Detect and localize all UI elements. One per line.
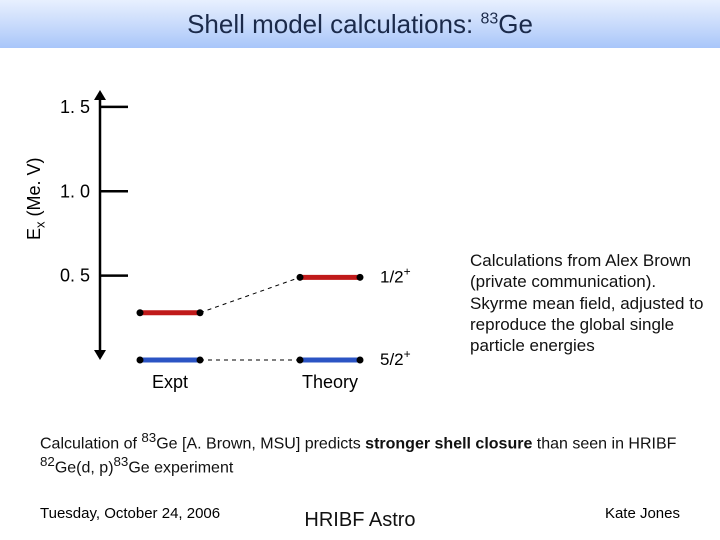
footnote: Calculation of 83Ge [A. Brown, MSU] pred… [40,430,680,479]
title-element: Ge [498,9,533,39]
svg-text:5/2+: 5/2+ [380,347,411,369]
y-axis-label: Ex (Me. V) [24,157,48,240]
svg-text:Expt: Expt [152,372,188,392]
slide-author: Kate Jones [605,505,680,522]
slide-header: Shell model calculations: 83Ge [0,0,720,48]
svg-text:0. 5: 0. 5 [60,266,90,286]
slide-title: Shell model calculations: 83Ge [187,9,533,40]
svg-text:1. 0: 1. 0 [60,181,90,201]
title-prefix: Shell model calculations: [187,9,480,39]
level-diagram-svg: 0. 5 1. 0 1. 5 5/2+ 1/2+ Expt Theory [30,80,470,400]
svg-text:Theory: Theory [302,372,358,392]
svg-text:1. 5: 1. 5 [60,97,90,117]
svg-text:1/2+: 1/2+ [380,264,411,286]
calculation-note: Calculations from Alex Brown (private co… [470,250,705,356]
level-diagram: Ex (Me. V) 0. 51. 01. 55/2+1/2+ExptTheor… [30,80,470,400]
title-mass: 83 [480,10,498,27]
